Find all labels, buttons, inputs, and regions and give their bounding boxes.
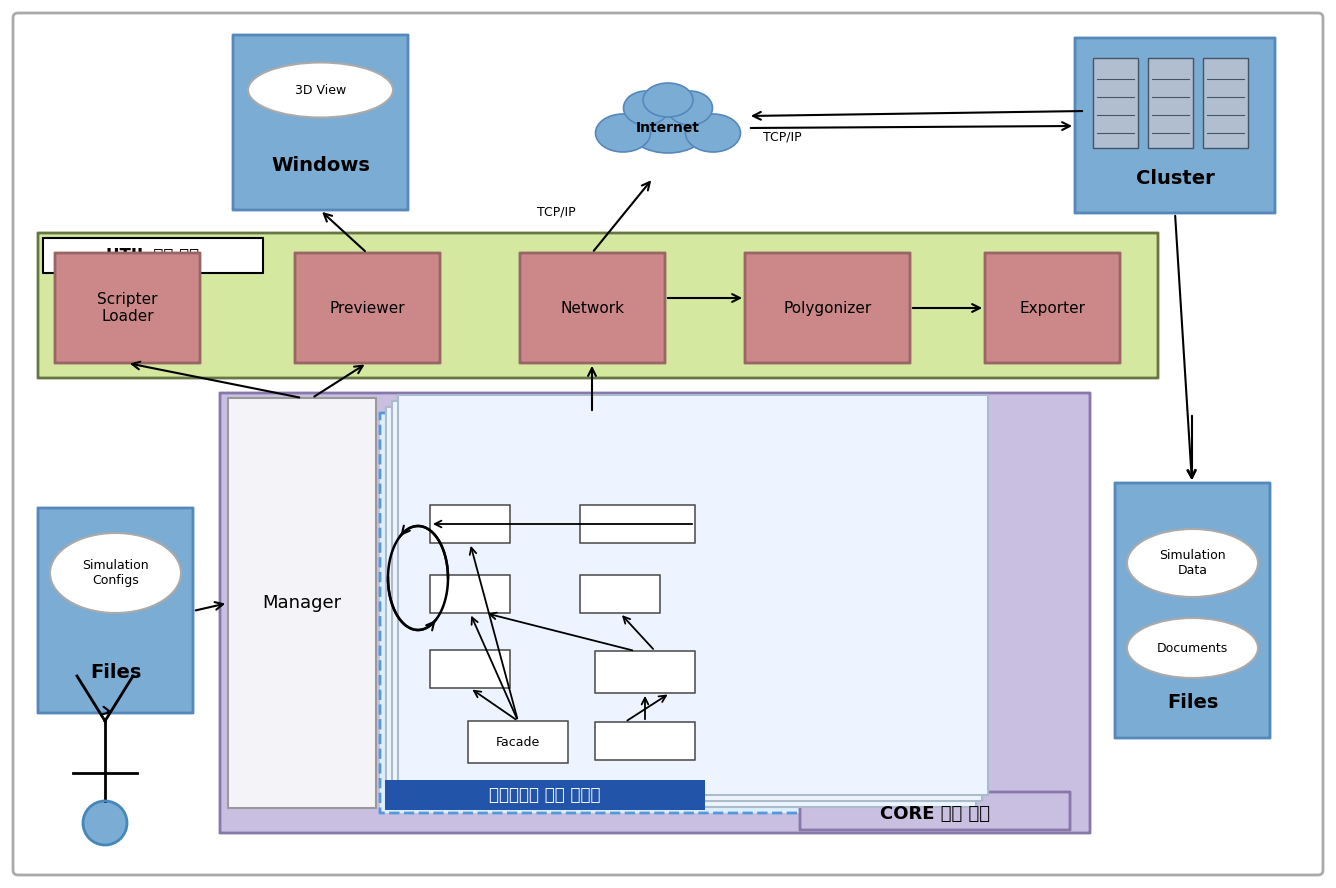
FancyBboxPatch shape: [379, 413, 970, 813]
FancyBboxPatch shape: [985, 253, 1120, 363]
Text: Simulation
Data: Simulation Data: [1160, 549, 1226, 577]
FancyBboxPatch shape: [37, 233, 1158, 378]
Ellipse shape: [49, 533, 180, 613]
FancyBboxPatch shape: [386, 407, 977, 807]
Text: CORE 모듈 그룹: CORE 모듈 그룹: [880, 805, 990, 823]
Text: Polygonizer: Polygonizer: [783, 300, 871, 315]
Text: 3D View: 3D View: [295, 83, 346, 97]
FancyBboxPatch shape: [55, 253, 200, 363]
Text: Documents: Documents: [1157, 641, 1228, 654]
FancyBboxPatch shape: [595, 722, 695, 760]
FancyBboxPatch shape: [800, 792, 1070, 830]
FancyBboxPatch shape: [232, 35, 407, 210]
FancyBboxPatch shape: [1093, 58, 1138, 148]
Circle shape: [83, 801, 127, 845]
FancyBboxPatch shape: [430, 650, 510, 688]
Ellipse shape: [643, 83, 693, 117]
FancyBboxPatch shape: [1148, 58, 1193, 148]
FancyBboxPatch shape: [580, 575, 660, 613]
Text: TCP/IP: TCP/IP: [537, 205, 576, 218]
FancyBboxPatch shape: [43, 238, 263, 273]
Text: UTIL 모듈 그룹: UTIL 모듈 그룹: [107, 247, 199, 265]
Ellipse shape: [596, 114, 651, 152]
Text: Facade: Facade: [496, 735, 540, 749]
FancyBboxPatch shape: [13, 13, 1323, 875]
Text: Internet: Internet: [636, 121, 700, 135]
Ellipse shape: [685, 114, 740, 152]
FancyBboxPatch shape: [295, 253, 440, 363]
Ellipse shape: [248, 62, 393, 117]
Text: Previewer: Previewer: [330, 300, 405, 315]
Ellipse shape: [668, 91, 712, 125]
Text: Files: Files: [1166, 694, 1218, 712]
Text: Simulation
Configs: Simulation Configs: [83, 559, 148, 587]
FancyBboxPatch shape: [391, 401, 982, 801]
FancyBboxPatch shape: [398, 395, 989, 795]
FancyBboxPatch shape: [595, 651, 695, 693]
FancyBboxPatch shape: [580, 505, 695, 543]
Text: Network: Network: [561, 300, 624, 315]
Text: Windows: Windows: [271, 155, 370, 175]
Text: Files: Files: [90, 663, 142, 683]
FancyBboxPatch shape: [430, 505, 510, 543]
Text: Scripter
Loader: Scripter Loader: [98, 292, 158, 324]
FancyBboxPatch shape: [468, 721, 568, 763]
FancyBboxPatch shape: [430, 575, 510, 613]
FancyBboxPatch shape: [1075, 38, 1275, 213]
FancyBboxPatch shape: [37, 508, 192, 713]
Text: Exporter: Exporter: [1019, 300, 1085, 315]
Ellipse shape: [628, 103, 708, 153]
FancyBboxPatch shape: [228, 398, 375, 808]
Text: Cluster: Cluster: [1136, 169, 1214, 187]
Text: TCP/IP: TCP/IP: [763, 130, 802, 143]
Ellipse shape: [624, 91, 668, 125]
FancyBboxPatch shape: [1202, 58, 1248, 148]
Text: 시뮤레이션 모듈 패키지: 시뮤레이션 모듈 패키지: [489, 786, 601, 804]
FancyBboxPatch shape: [1116, 483, 1271, 738]
Ellipse shape: [1128, 529, 1259, 597]
FancyBboxPatch shape: [520, 253, 665, 363]
Text: Manager: Manager: [262, 594, 342, 612]
FancyBboxPatch shape: [745, 253, 910, 363]
Ellipse shape: [1128, 618, 1259, 678]
FancyBboxPatch shape: [385, 780, 705, 810]
FancyBboxPatch shape: [220, 393, 1090, 833]
